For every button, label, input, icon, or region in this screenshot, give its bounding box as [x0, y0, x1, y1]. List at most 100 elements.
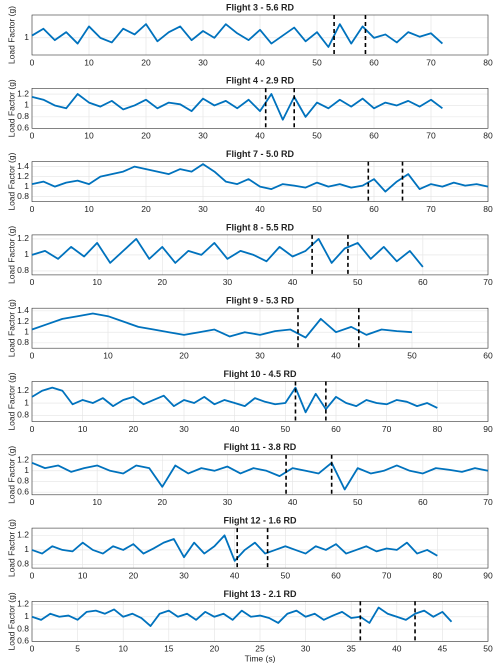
plot-frame [31, 161, 489, 202]
x-tick-label: 0 [30, 204, 35, 214]
x-tick-label: 70 [426, 131, 436, 141]
x-tick-label: 30 [301, 644, 311, 654]
x-tick-label: 20 [129, 570, 139, 580]
x-tick-label: 40 [230, 424, 240, 434]
plot-frame [31, 527, 489, 569]
x-tick-label: 60 [369, 204, 379, 214]
x-tick-label: 50 [281, 570, 291, 580]
y-tick-label: 1 [24, 100, 29, 110]
x-tick-label: 60 [418, 497, 428, 507]
x-tick-label: 40 [288, 497, 298, 507]
y-tick-label: 0.6 [17, 123, 29, 133]
x-tick-label: 60 [369, 57, 379, 67]
x-tick-label: 70 [426, 204, 436, 214]
y-tick-label: 0.8 [17, 623, 29, 633]
y-axis-label: Load Factor (g) [6, 372, 16, 430]
panel-title: Flight 8 - 5.5 RD [226, 222, 295, 232]
y-axis-label: Load Factor (g) [6, 79, 16, 137]
y-tick-label: 1.2 [17, 233, 29, 243]
x-tick-label: 20 [179, 350, 189, 360]
x-tick-label: 20 [158, 497, 168, 507]
x-tick-label: 40 [392, 644, 402, 654]
x-tick-label: 40 [255, 131, 265, 141]
plot-frame [31, 88, 489, 129]
plot-frame [31, 234, 489, 276]
x-tick-label: 50 [312, 57, 322, 67]
y-axis-label: Load Factor (g) [6, 446, 16, 504]
y-tick-label: 0.8 [17, 337, 29, 347]
x-tick-label: 50 [353, 277, 363, 287]
y-tick-label: 1.4 [17, 161, 29, 171]
x-tick-label: 40 [331, 350, 341, 360]
x-tick-label: 20 [141, 131, 151, 141]
y-tick-label: 1 [24, 326, 29, 336]
x-tick-label: 80 [433, 424, 443, 434]
x-tick-label: 60 [369, 131, 379, 141]
data-line [31, 163, 489, 193]
y-axis-label: Load Factor (g) [6, 152, 16, 210]
y-tick-label: 0.8 [17, 111, 29, 121]
x-tick-label: 50 [407, 350, 417, 360]
x-tick-label: 10 [118, 644, 128, 654]
x-tick-label: 20 [141, 57, 151, 67]
x-tick-label: 30 [198, 57, 208, 67]
y-tick-label: 1 [24, 544, 29, 554]
data-line [31, 386, 438, 414]
x-tick-label: 80 [433, 570, 443, 580]
y-tick-label: 1 [24, 249, 29, 259]
y-tick-label: 1 [24, 465, 29, 475]
y-tick-label: 0.8 [17, 559, 29, 569]
y-axis-label: Load Factor (g) [6, 592, 16, 650]
x-tick-label: 20 [210, 644, 220, 654]
x-tick-label: 40 [288, 277, 298, 287]
panel-title: Flight 3 - 5.6 RD [226, 2, 295, 12]
panel-title: Flight 10 - 4.5 RD [223, 369, 297, 379]
data-line [31, 461, 489, 491]
panel-title: Flight 13 - 2.1 RD [223, 589, 297, 599]
x-tick-label: 10 [84, 57, 94, 67]
x-tick-label: 60 [331, 424, 341, 434]
panel-title: Flight 11 - 3.8 RD [224, 442, 297, 452]
y-tick-label: 1.2 [17, 454, 29, 464]
x-tick-label: 20 [129, 424, 139, 434]
x-tick-label: 30 [179, 570, 189, 580]
x-tick-label: 20 [158, 277, 168, 287]
y-tick-label: 1.2 [17, 171, 29, 181]
y-tick-label: 0.8 [17, 265, 29, 275]
x-tick-label: 70 [382, 570, 392, 580]
x-tick-label: 10 [84, 131, 94, 141]
x-tick-label: 60 [418, 277, 428, 287]
plot-frame [31, 307, 489, 349]
x-tick-label: 40 [255, 204, 265, 214]
x-tick-label: 0 [30, 570, 35, 580]
y-tick-label: 1.2 [17, 599, 29, 609]
panel-title: Flight 9 - 5.3 RD [226, 296, 295, 306]
y-tick-label: 1 [24, 32, 29, 42]
plot-frame [31, 381, 489, 422]
data-line [31, 93, 443, 121]
x-tick-label: 90 [483, 424, 493, 434]
y-tick-label: 1 [24, 397, 29, 407]
x-tick-label: 0 [30, 497, 35, 507]
x-tick-label: 30 [255, 350, 265, 360]
y-axis-label: Load Factor (g) [6, 519, 16, 577]
x-tick-label: 0 [30, 644, 35, 654]
y-tick-label: 0.6 [17, 636, 29, 646]
x-tick-label: 20 [141, 204, 151, 214]
y-tick-label: 1.4 [17, 305, 29, 315]
x-tick-label: 70 [483, 497, 493, 507]
x-tick-label: 0 [30, 131, 35, 141]
x-tick-label: 50 [353, 497, 363, 507]
data-line [31, 238, 424, 268]
x-tick-label: 40 [255, 57, 265, 67]
data-line [31, 534, 438, 562]
x-tick-label: 50 [312, 131, 322, 141]
x-tick-label: 5 [75, 644, 80, 654]
x-axis-label: Time (s) [245, 654, 276, 664]
x-tick-label: 10 [78, 570, 88, 580]
data-line [31, 23, 444, 48]
y-tick-label: 1 [24, 611, 29, 621]
x-tick-label: 60 [331, 570, 341, 580]
y-tick-label: 0.6 [17, 486, 29, 496]
